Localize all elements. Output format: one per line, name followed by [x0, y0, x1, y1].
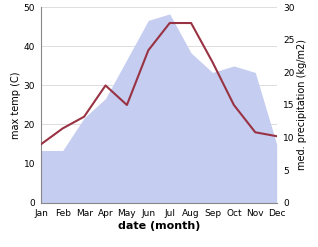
- Y-axis label: max temp (C): max temp (C): [11, 71, 21, 139]
- Y-axis label: med. precipitation (kg/m2): med. precipitation (kg/m2): [297, 40, 307, 170]
- X-axis label: date (month): date (month): [118, 221, 200, 230]
